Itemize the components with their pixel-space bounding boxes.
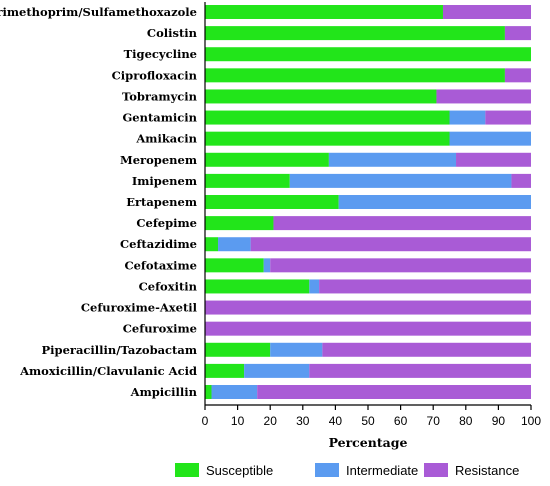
- category-label: Amikacin: [135, 132, 197, 146]
- legend-swatch-intermediate: [315, 463, 339, 477]
- category-labels: Trimethoprim/Sulfamethoxazole Colistin Tig…: [0, 5, 198, 399]
- bar-susceptible-17: [205, 363, 245, 378]
- bar-resistance-13: [319, 279, 531, 294]
- category-label: Cefuroxime-Axetil: [81, 301, 198, 315]
- category-label: Trimethoprim/Sulfamethoxazole: [0, 5, 197, 19]
- x-tick-label: 60: [394, 414, 408, 428]
- bar-resistance-16: [322, 342, 531, 357]
- x-tick-label: 20: [264, 414, 278, 428]
- bar-susceptible-0: [205, 5, 443, 19]
- bar-susceptible-7: [205, 152, 329, 167]
- bar-susceptible-18: [205, 385, 212, 399]
- bar-resistance-17: [309, 363, 531, 378]
- x-axis-title: Percentage: [329, 435, 408, 450]
- bar-susceptible-2: [205, 47, 531, 62]
- x-ticks: 0 10 20 30 40 50 60 70 80 90 100: [202, 405, 541, 428]
- category-label: Amoxicillin/Clavulanic Acid: [19, 364, 197, 378]
- bar-resistance-4: [436, 89, 531, 104]
- x-tick-label: 100: [521, 414, 541, 428]
- legend-swatch-susceptible: [175, 463, 199, 477]
- bar-susceptible-5: [205, 110, 450, 125]
- category-label: Ceftazidime: [120, 237, 197, 251]
- bar-susceptible-13: [205, 279, 310, 294]
- category-label: Ampicillin: [130, 385, 198, 399]
- category-label: Ertapenem: [126, 195, 197, 209]
- bar-resistance-7: [456, 152, 531, 167]
- bar-susceptible-11: [205, 237, 219, 252]
- bar-susceptible-1: [205, 26, 505, 41]
- category-label: Cefepime: [136, 216, 197, 230]
- category-label: Cefotaxime: [124, 258, 197, 272]
- bar-susceptible-8: [205, 173, 290, 188]
- bars-group: [205, 5, 531, 399]
- bar-resistance-0: [442, 5, 531, 19]
- bar-susceptible-10: [205, 216, 274, 231]
- bar-intermediate-13: [309, 279, 320, 294]
- bar-intermediate-7: [328, 152, 457, 167]
- bar-resistance-3: [504, 68, 531, 83]
- bar-resistance-8: [511, 173, 531, 188]
- legend-label-resistance: Resistance: [455, 463, 519, 478]
- bar-intermediate-17: [244, 363, 310, 378]
- category-label: Piperacillin/Tazobactam: [42, 343, 197, 357]
- bar-susceptible-6: [205, 131, 450, 146]
- x-tick-label: 0: [202, 414, 209, 428]
- bar-susceptible-16: [205, 342, 271, 357]
- x-tick-label: 10: [231, 414, 245, 428]
- legend: Susceptible Intermediate Resistance: [175, 463, 519, 478]
- category-label: Cefuroxime: [123, 322, 197, 336]
- category-label: Meropenem: [120, 153, 197, 167]
- x-tick-label: 50: [361, 414, 375, 428]
- bar-intermediate-5: [449, 110, 486, 125]
- category-label: Cefoxitin: [139, 279, 198, 293]
- category-label: Imipenem: [132, 174, 197, 188]
- bar-intermediate-11: [218, 237, 251, 252]
- legend-swatch-resistance: [424, 463, 448, 477]
- category-label: Gentamicin: [122, 111, 197, 125]
- bar-resistance-15: [205, 321, 531, 336]
- bar-resistance-12: [270, 258, 531, 273]
- bar-susceptible-12: [205, 258, 264, 273]
- category-label: Ciprofloxacin: [112, 68, 198, 82]
- category-label: Colistin: [147, 26, 198, 40]
- legend-label-intermediate: Intermediate: [346, 463, 418, 478]
- x-tick-label: 70: [427, 414, 441, 428]
- bar-resistance-18: [257, 385, 531, 399]
- bar-intermediate-18: [211, 385, 258, 399]
- bar-resistance-1: [504, 26, 531, 41]
- bar-resistance-11: [250, 237, 531, 252]
- category-label: Tobramycin: [122, 89, 198, 103]
- x-tick-label: 90: [492, 414, 506, 428]
- x-tick-label: 40: [329, 414, 343, 428]
- category-label: Tigecycline: [124, 47, 197, 61]
- bar-intermediate-12: [263, 258, 271, 273]
- legend-label-susceptible: Susceptible: [206, 463, 273, 478]
- x-tick-label: 80: [459, 414, 473, 428]
- bar-intermediate-8: [289, 173, 512, 188]
- bar-resistance-10: [273, 216, 531, 231]
- x-tick-label: 30: [296, 414, 310, 428]
- bar-susceptible-4: [205, 89, 437, 104]
- bar-susceptible-3: [205, 68, 505, 83]
- bar-intermediate-9: [338, 195, 531, 209]
- bar-resistance-5: [485, 110, 531, 125]
- bar-resistance-14: [205, 300, 531, 315]
- bar-intermediate-6: [449, 131, 531, 146]
- bar-intermediate-16: [270, 342, 323, 357]
- bar-susceptible-9: [205, 195, 339, 209]
